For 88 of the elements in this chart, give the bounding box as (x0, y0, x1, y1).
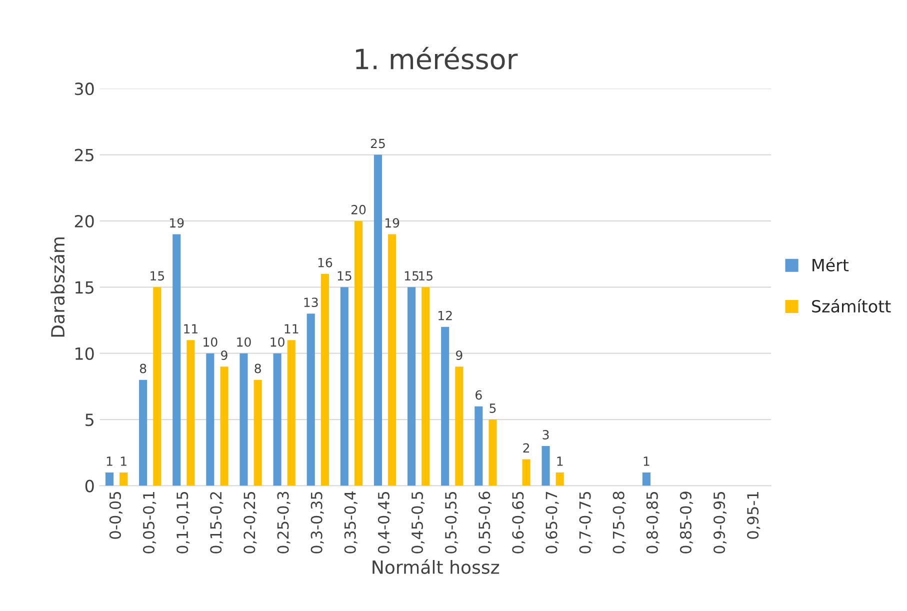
data-label: 1 (644, 456, 650, 466)
bar (254, 380, 262, 486)
bar (153, 287, 162, 486)
data-label: 16 (318, 258, 332, 268)
x-tick-label: 0,05-0,1 (142, 492, 156, 554)
bar (556, 472, 564, 486)
x-tick-label: 0-0,05 (109, 492, 123, 539)
x-tick-label: 0,65-0,7 (546, 492, 559, 554)
y-tick-label: 25 (74, 148, 94, 162)
x-tick-label: 0,8-0,85 (646, 492, 660, 554)
bar (273, 353, 282, 486)
x-axis-title: Normált hossz (372, 559, 500, 574)
bar (340, 287, 348, 486)
bar (488, 420, 497, 486)
data-label: 3 (542, 430, 549, 440)
data-label: 19 (385, 218, 400, 228)
x-tick-label: 0,85-0,9 (680, 492, 694, 554)
bar (441, 326, 450, 486)
bar (287, 340, 296, 486)
data-label: 10 (237, 337, 251, 347)
data-label: 15 (150, 271, 164, 281)
data-label: 11 (184, 324, 198, 334)
bar (522, 459, 530, 486)
bar (354, 220, 363, 486)
x-tick-label: 0,7-0,75 (579, 492, 592, 554)
data-label: 9 (456, 350, 462, 360)
data-label: 20 (351, 204, 366, 214)
bar (542, 446, 550, 486)
legend-label: Számított (812, 299, 891, 313)
data-label: 10 (270, 337, 284, 347)
data-label: 9 (221, 350, 228, 360)
x-tick-label: 0,5-0,55 (445, 492, 458, 554)
x-tick-label: 0,25-0,3 (277, 492, 290, 554)
bar (139, 380, 148, 486)
bar (306, 314, 315, 486)
data-label: 13 (304, 298, 318, 308)
data-label: 5 (490, 404, 496, 413)
bar (220, 366, 228, 486)
x-tick-label: 0,15-0,2 (210, 492, 224, 554)
bar (240, 353, 248, 486)
data-label: 8 (254, 364, 261, 374)
x-tick-label: 0,45-0,5 (411, 492, 425, 554)
y-tick-label: 30 (74, 82, 94, 96)
bar (120, 472, 128, 486)
data-label: 6 (476, 390, 482, 400)
x-tick-label: 0,9-0,95 (713, 492, 727, 554)
y-tick-label: 10 (76, 347, 94, 360)
x-tick-label: 0,55-0,6 (478, 492, 492, 554)
data-label: 10 (204, 337, 218, 347)
x-tick-label: 0,35-0,4 (344, 491, 358, 554)
data-label: 11 (284, 324, 298, 334)
bar (206, 353, 214, 486)
bar (455, 366, 464, 486)
x-tick-label: 0,75-0,8 (612, 492, 626, 554)
y-tick-label: 15 (76, 281, 94, 294)
x-tick-label: 0,6-0,65 (512, 492, 526, 554)
data-label: 1 (557, 456, 563, 466)
data-label: 19 (170, 218, 184, 228)
bar (422, 287, 430, 486)
data-label: 15 (419, 271, 432, 281)
x-tick-label: 0,2-0,25 (244, 492, 257, 554)
x-tick-label: 0,95-1 (747, 492, 760, 539)
y-tick-label: 0 (85, 480, 94, 492)
x-tick-label: 0,4-0,45 (378, 492, 392, 554)
y-axis-title: Darabszám (50, 237, 65, 337)
y-tick-label: 5 (86, 414, 94, 426)
data-label: 25 (370, 138, 385, 148)
bar (374, 154, 382, 486)
bar (408, 287, 416, 486)
data-label: 15 (338, 271, 352, 281)
data-label: 8 (140, 364, 146, 374)
bar (474, 406, 483, 486)
legend-label: Mért (812, 258, 849, 272)
data-label: 1 (120, 456, 126, 466)
data-label: 15 (404, 271, 418, 281)
bar (105, 472, 114, 486)
bar (186, 340, 195, 486)
data-label: 1 (106, 456, 112, 466)
bar (320, 274, 329, 486)
y-tick-label: 20 (74, 214, 94, 228)
bar (172, 234, 181, 486)
bar (642, 472, 650, 486)
chart-title: 1. méréssor (356, 46, 518, 70)
bar (388, 234, 396, 486)
data-label: 12 (438, 310, 452, 320)
x-tick-label: 0,1-0,15 (176, 492, 190, 554)
x-tick-label: 0,3-0,35 (310, 492, 324, 554)
data-label: 2 (523, 443, 530, 452)
